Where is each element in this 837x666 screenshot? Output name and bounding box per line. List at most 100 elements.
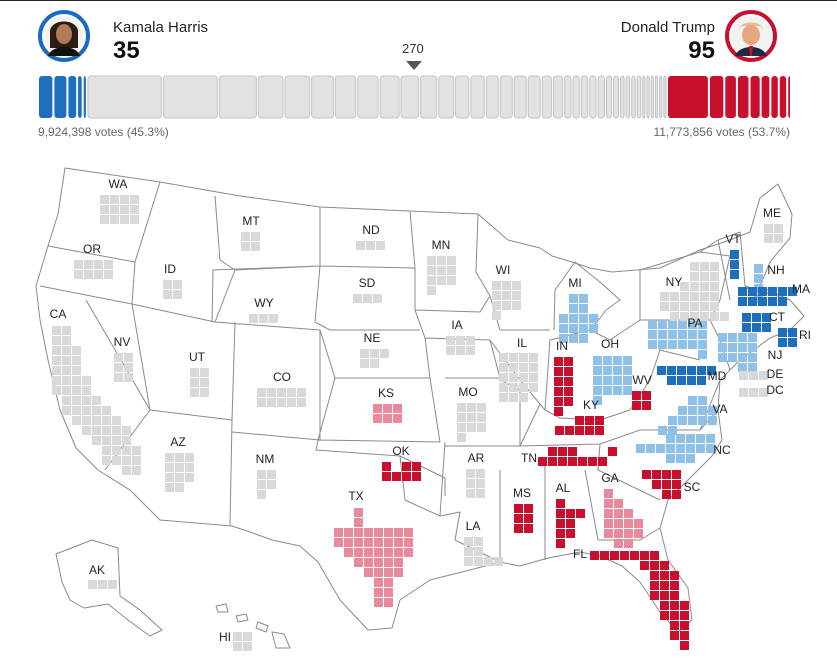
bar-segment-uncalled <box>541 75 552 119</box>
bar-segment-uncalled <box>650 75 654 119</box>
ev-tile <box>668 340 677 349</box>
ev-tile <box>509 363 518 372</box>
ev-tile <box>662 480 671 489</box>
bar-segment-uncalled <box>620 75 625 119</box>
state-tiles-ga[interactable] <box>604 489 643 548</box>
state-tiles-md[interactable] <box>657 366 716 385</box>
ev-tile <box>509 353 518 362</box>
state-tiles-wv[interactable] <box>632 391 651 410</box>
state-tiles-ky[interactable] <box>555 416 604 435</box>
harris-avatar <box>38 10 90 62</box>
bar-segment-uncalled <box>438 75 455 119</box>
state-tiles-sc[interactable] <box>642 470 681 499</box>
ev-tile <box>676 434 685 443</box>
ev-tile <box>690 282 699 291</box>
state-tiles-dc[interactable] <box>739 388 768 397</box>
state-tiles-wy[interactable] <box>249 314 278 323</box>
ev-tile <box>708 406 717 415</box>
ev-tile <box>579 304 588 313</box>
state-tiles-ma[interactable] <box>738 287 797 306</box>
ev-tile <box>650 591 659 600</box>
ev-tile <box>383 404 392 413</box>
state-tiles-de[interactable] <box>739 371 768 380</box>
ev-tile <box>287 398 296 407</box>
state-tiles-ia[interactable] <box>446 336 475 355</box>
ev-tile <box>82 376 91 385</box>
state-tiles-ri[interactable] <box>778 328 797 347</box>
ev-tile <box>112 416 121 425</box>
ev-tile <box>603 366 612 375</box>
state-tiles-nv[interactable] <box>114 353 133 382</box>
state-tiles-oh[interactable] <box>593 356 632 405</box>
ev-tile <box>466 469 475 478</box>
state-tiles-wi[interactable] <box>492 281 521 320</box>
target-270-label: 270 <box>402 41 424 56</box>
ev-tile <box>122 426 131 435</box>
state-tiles-sd[interactable] <box>353 294 382 303</box>
state-tiles-hi[interactable] <box>233 632 252 651</box>
bar-segment-uncalled <box>470 75 485 119</box>
state-tiles-ne[interactable] <box>360 349 389 368</box>
state-tiles-fl[interactable] <box>590 551 689 650</box>
ev-tile <box>370 359 379 368</box>
state-tiles-or[interactable] <box>74 260 113 279</box>
state-tiles-in[interactable] <box>554 357 573 416</box>
ev-tile <box>165 473 174 482</box>
ev-tile <box>603 386 612 395</box>
ev-tile <box>241 232 250 241</box>
state-tiles-ar[interactable] <box>466 469 485 498</box>
state-tiles-nj[interactable] <box>718 333 757 372</box>
ev-tile <box>593 396 602 405</box>
state-tiles-ny[interactable] <box>660 262 729 321</box>
ev-tile <box>354 528 363 537</box>
state-label-wy: WY <box>254 296 273 310</box>
state-tiles-ok[interactable] <box>382 462 421 481</box>
state-tiles-nc[interactable] <box>636 434 715 463</box>
state-tiles-wa[interactable] <box>100 195 139 224</box>
ev-tile <box>758 297 767 306</box>
state-tiles-mi[interactable] <box>559 294 598 343</box>
ev-tile <box>374 548 383 557</box>
state-tiles-il[interactable] <box>499 353 538 402</box>
ev-tile <box>686 454 695 463</box>
state-tiles-vt[interactable] <box>730 250 739 279</box>
ev-tile <box>623 356 632 365</box>
state-tiles-la[interactable] <box>464 537 503 566</box>
state-tiles-mt[interactable] <box>241 232 260 251</box>
state-tiles-mn[interactable] <box>427 256 456 295</box>
ev-tile <box>456 336 465 345</box>
state-tiles-al[interactable] <box>556 499 585 548</box>
state-tiles-mo[interactable] <box>457 403 486 442</box>
state-tiles-az[interactable] <box>165 453 194 492</box>
ev-tile <box>706 434 715 443</box>
state-tiles-me[interactable] <box>764 224 783 243</box>
state-tiles-co[interactable] <box>257 388 306 407</box>
state-tiles-ms[interactable] <box>514 504 533 533</box>
ev-tile <box>74 260 83 269</box>
state-tiles-ca[interactable] <box>52 326 141 475</box>
ev-tile <box>754 274 763 283</box>
ev-tile <box>62 396 71 405</box>
state-tiles-ak[interactable] <box>88 580 117 589</box>
ev-tile <box>383 414 392 423</box>
state-tiles-ct[interactable] <box>742 313 771 332</box>
state-tiles-ut[interactable] <box>190 368 209 397</box>
ev-tile <box>788 287 797 296</box>
state-tiles-pa[interactable] <box>648 320 707 359</box>
state-tiles-nm[interactable] <box>257 470 276 499</box>
state-tiles-id[interactable] <box>163 280 182 299</box>
state-label-ms: MS <box>513 486 531 500</box>
state-tiles-tx[interactable] <box>334 508 413 607</box>
ev-tile <box>364 558 373 567</box>
ev-tile <box>700 302 709 311</box>
ev-tile <box>62 406 71 415</box>
bar-segment-uncalled <box>642 75 646 119</box>
state-tiles-ks[interactable] <box>373 404 402 423</box>
ev-tile <box>165 463 174 472</box>
state-tiles-va[interactable] <box>658 396 717 435</box>
ev-tile <box>257 388 266 397</box>
ev-tile <box>467 403 476 412</box>
state-tiles-nd[interactable] <box>356 241 385 250</box>
state-label-tn: TN <box>521 451 537 465</box>
state-tiles-tn[interactable] <box>538 447 617 466</box>
